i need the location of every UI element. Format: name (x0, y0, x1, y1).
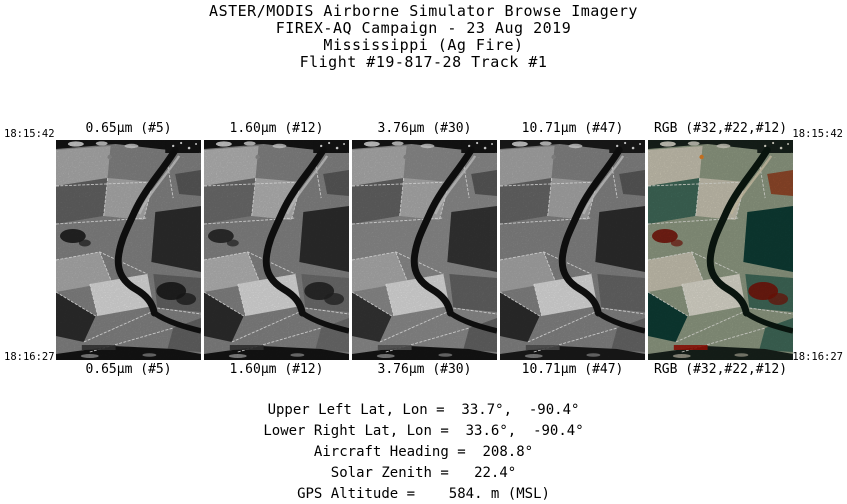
gps-altitude: GPS Altitude = 584. m (MSL) (297, 486, 550, 502)
panel-rgb (648, 140, 793, 360)
panel-0-65um (56, 140, 201, 360)
panel-1-60um (204, 140, 349, 360)
band-label-3-76um-bottom: 3.76µm (#30) (377, 362, 472, 377)
header-flight: Flight #19-817-28 Track #1 (299, 53, 548, 71)
band-label-rgb-bottom: RGB (#32,#22,#12) (653, 362, 788, 377)
aerial-image-rgb (648, 140, 793, 360)
band-label-1-60um-bottom: 1.60µm (#12) (229, 362, 324, 377)
header-campaign: FIREX-AQ Campaign - 23 Aug 2019 (275, 19, 572, 37)
time-end-left: 18:16:27 (4, 351, 55, 363)
header-location: Mississippi (Ag Fire) (323, 36, 524, 54)
panel-10-71um (500, 140, 645, 360)
solar-zenith: Solar Zenith = 22.4° (330, 465, 517, 481)
imagery-strip (56, 140, 793, 360)
aerial-image-3-76um (352, 140, 497, 360)
band-label-10-71um-bottom: 10.71µm (#47) (521, 362, 624, 377)
geolocation-metadata: Upper Left Lat, Lon = 33.7°, -90.4° Lowe… (0, 400, 847, 504)
band-labels-top: 0.65µm (#5) 1.60µm (#12) 3.76µm (#30) 10… (56, 121, 793, 136)
band-label-10-71um: 10.71µm (#47) (521, 121, 624, 136)
band-label-1-60um: 1.60µm (#12) (229, 121, 324, 136)
aerial-image-0-65um (56, 140, 201, 360)
page-header: ASTER/MODIS Airborne Simulator Browse Im… (0, 3, 847, 71)
lower-right-latlon: Lower Right Lat, Lon = 33.6°, -90.4° (263, 423, 584, 439)
aircraft-heading: Aircraft Heading = 208.8° (313, 444, 534, 460)
panel-3-76um (352, 140, 497, 360)
time-start-right: 18:15:42 (792, 128, 843, 140)
band-label-0-65um: 0.65µm (#5) (85, 121, 172, 136)
aerial-image-1-60um (204, 140, 349, 360)
time-end-right: 18:16:27 (792, 351, 843, 363)
header-title: ASTER/MODIS Airborne Simulator Browse Im… (209, 2, 638, 20)
band-label-rgb: RGB (#32,#22,#12) (653, 121, 788, 136)
band-labels-bottom: 0.65µm (#5) 1.60µm (#12) 3.76µm (#30) 10… (56, 362, 793, 377)
time-start-left: 18:15:42 (4, 128, 55, 140)
band-label-0-65um-bottom: 0.65µm (#5) (85, 362, 172, 377)
band-label-3-76um: 3.76µm (#30) (377, 121, 472, 136)
aerial-image-10-71um (500, 140, 645, 360)
upper-left-latlon: Upper Left Lat, Lon = 33.7°, -90.4° (267, 402, 580, 418)
